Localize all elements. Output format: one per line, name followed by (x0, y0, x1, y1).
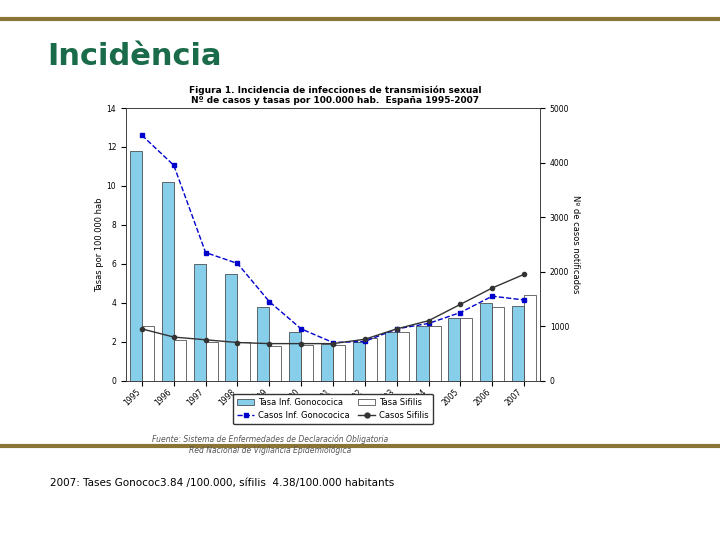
Bar (384, 332, 397, 381)
Y-axis label: Nº de casos notificados: Nº de casos notificados (572, 195, 580, 294)
Bar (397, 332, 409, 381)
Bar (460, 319, 472, 381)
Bar (512, 306, 524, 381)
Bar (130, 151, 142, 381)
Bar (174, 340, 186, 381)
Bar (225, 274, 238, 381)
Bar (365, 338, 377, 381)
Bar (428, 326, 441, 381)
Bar (492, 307, 504, 381)
Bar (524, 295, 536, 381)
Y-axis label: Tasas por 100.000 hab: Tasas por 100.000 hab (95, 197, 104, 292)
Bar (162, 182, 174, 381)
Bar (321, 343, 333, 381)
Bar (142, 326, 154, 381)
X-axis label: Años: Años (321, 408, 345, 417)
Bar (416, 326, 428, 381)
Text: 2007: Tases Gonococ3.84 /100.000, sífilis  4.38/100.000 habitants: 2007: Tases Gonococ3.84 /100.000, sífili… (50, 478, 395, 488)
Text: Incidència: Incidència (47, 42, 221, 71)
Bar (269, 346, 282, 381)
Bar (257, 307, 269, 381)
Bar (449, 319, 460, 381)
Bar (480, 303, 492, 381)
Bar (206, 342, 217, 381)
Text: Fuente: Sistema de Enfermedades de Declaración Obligatoria
Red Nacional de Vigil: Fuente: Sistema de Enfermedades de Decla… (152, 435, 388, 455)
Bar (333, 345, 345, 381)
Bar (301, 345, 313, 381)
Bar (289, 332, 301, 381)
Bar (194, 264, 206, 381)
Bar (238, 342, 250, 381)
Legend: Tasa Inf. Gonococica, Casos Inf. Gonococica, Tasa Sifilis, Casos Sifilis: Tasa Inf. Gonococica, Casos Inf. Gonococ… (233, 394, 433, 424)
Text: Figura 1. Incidencia de infecciones de transmisión sexual
Nº de casos y tasas po: Figura 1. Incidencia de infecciones de t… (189, 85, 481, 105)
Bar (353, 342, 365, 381)
